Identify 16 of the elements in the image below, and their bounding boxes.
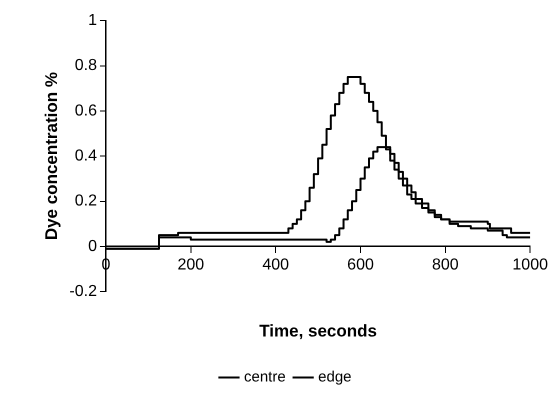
x-tick-label: 600 xyxy=(347,256,374,274)
legend-label: centre xyxy=(244,368,286,386)
y-tick-label: 1 xyxy=(88,12,98,30)
x-axis-title: Time, seconds xyxy=(259,321,377,340)
y-tick-label: 0.8 xyxy=(74,57,98,74)
x-tick-label: 800 xyxy=(432,256,459,274)
y-tick-label: 0 xyxy=(88,238,98,255)
y-tick-label: 0.6 xyxy=(74,102,98,120)
y-tick-label: 0.2 xyxy=(74,192,98,210)
x-tick-label: 400 xyxy=(262,256,290,274)
y-tick-label: 0.4 xyxy=(74,148,98,165)
x-tick-label: 1000 xyxy=(512,256,548,274)
x-tick-label: 200 xyxy=(177,256,204,274)
legend-label: edge xyxy=(318,368,352,386)
y-tick-label: -0.2 xyxy=(69,283,98,300)
y-axis-title: Dye concentration % xyxy=(42,72,61,240)
